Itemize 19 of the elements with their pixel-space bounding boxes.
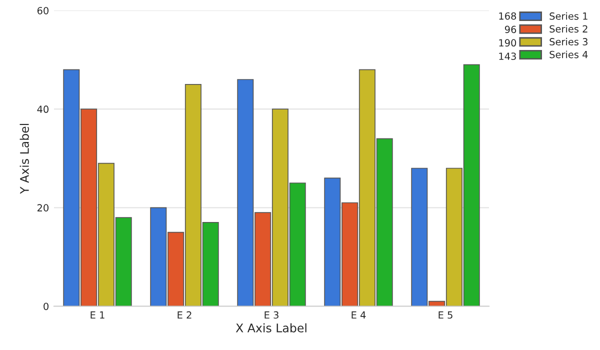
x-tick-label: E 1: [90, 311, 104, 318]
text: 168: [499, 12, 516, 20]
x-tick-label: E 5: [438, 311, 452, 319]
y-tick-label: 60: [37, 6, 48, 14]
y-tick-label: 0: [44, 302, 48, 310]
legend-label: Series 3: [550, 38, 588, 46]
text: 143: [499, 52, 516, 60]
y-axis-title: Y Axis Label: [20, 124, 29, 194]
x-tick-label: E 2: [178, 311, 192, 318]
legend-label: Series 4: [550, 50, 588, 58]
legend-label: Series 1: [550, 12, 588, 20]
y-tick-label: 20: [37, 204, 48, 212]
x-axis-title: X Axis Label: [236, 323, 306, 332]
x-tick-label: E 4: [352, 311, 366, 318]
text: 96: [504, 26, 516, 34]
y-tick-label: 40: [37, 106, 48, 113]
x-tick-label: E 3: [264, 311, 278, 319]
legend-label: Series 2: [550, 25, 588, 33]
text: 190: [499, 39, 516, 47]
